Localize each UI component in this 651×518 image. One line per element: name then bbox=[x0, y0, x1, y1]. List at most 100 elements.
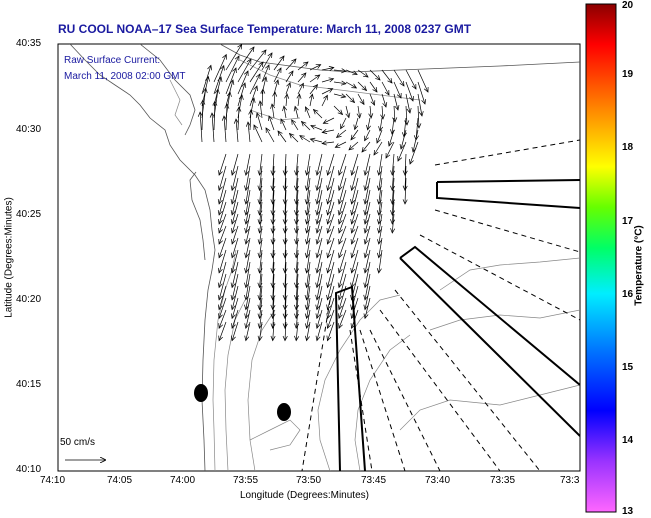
current-vector bbox=[259, 201, 263, 225]
current-vector-head bbox=[217, 294, 223, 301]
current-vector bbox=[295, 213, 299, 234]
current-vector bbox=[393, 93, 399, 111]
current-vector bbox=[277, 130, 287, 143]
current-vector-head bbox=[361, 147, 367, 153]
current-vector-head bbox=[244, 199, 249, 205]
current-vector bbox=[295, 165, 299, 191]
current-vector-head bbox=[326, 304, 332, 311]
current-vector bbox=[283, 106, 287, 119]
current-vector bbox=[285, 82, 291, 95]
current-vector bbox=[231, 201, 239, 225]
current-vector bbox=[316, 321, 323, 341]
current-vector-head bbox=[233, 118, 239, 124]
radar-range-lines bbox=[301, 139, 580, 471]
current-vector-head bbox=[270, 239, 276, 245]
current-vector-head bbox=[246, 58, 252, 65]
current-vector bbox=[321, 88, 333, 95]
current-vector-head bbox=[341, 68, 347, 74]
current-vector-head bbox=[202, 87, 208, 94]
current-vector-head bbox=[376, 267, 382, 274]
current-vector-head bbox=[315, 335, 321, 342]
current-vector-head bbox=[291, 119, 297, 125]
current-vector-head bbox=[378, 126, 384, 132]
current-vector bbox=[378, 165, 383, 191]
buoy-marker-west bbox=[194, 384, 208, 402]
current-vector bbox=[378, 237, 383, 258]
current-vector bbox=[378, 213, 383, 234]
current-vector bbox=[403, 117, 407, 138]
current-vector bbox=[378, 225, 383, 245]
current-vector-head bbox=[244, 170, 250, 176]
current-vector bbox=[310, 138, 323, 143]
current-vector bbox=[333, 105, 343, 115]
current-vector-head bbox=[243, 70, 249, 77]
current-vector-head bbox=[244, 228, 250, 234]
current-vector bbox=[231, 297, 239, 319]
current-vector bbox=[316, 165, 323, 191]
current-vector bbox=[417, 69, 429, 93]
current-vector-head bbox=[218, 238, 224, 245]
current-vector bbox=[231, 249, 239, 273]
current-vector bbox=[400, 129, 407, 150]
current-vector bbox=[271, 103, 275, 119]
current-vector bbox=[218, 153, 227, 176]
current-vector bbox=[218, 297, 227, 319]
current-vector-head bbox=[350, 323, 356, 329]
current-vector bbox=[306, 189, 311, 216]
current-vector bbox=[379, 117, 383, 132]
current-vector bbox=[294, 106, 299, 119]
current-vector-head bbox=[337, 282, 343, 289]
current-vector-head bbox=[350, 210, 356, 216]
current-vector-head bbox=[274, 79, 280, 85]
current-vector-head bbox=[270, 313, 276, 320]
current-vector bbox=[295, 225, 299, 245]
current-vector-head bbox=[205, 75, 210, 82]
current-vector-head bbox=[326, 294, 331, 301]
current-vector-head bbox=[326, 323, 332, 329]
current-vector-head bbox=[231, 228, 236, 234]
current-vector-head bbox=[230, 219, 236, 225]
current-vector bbox=[351, 309, 359, 329]
current-vector bbox=[284, 237, 287, 258]
current-vector bbox=[335, 141, 347, 148]
current-vector-head bbox=[294, 313, 300, 320]
current-vector bbox=[235, 118, 239, 143]
current-vector bbox=[218, 177, 227, 205]
current-vector bbox=[231, 213, 239, 234]
current-vector-head bbox=[270, 335, 276, 342]
current-vector bbox=[345, 69, 358, 75]
current-vector-head bbox=[363, 170, 369, 176]
current-vector-head bbox=[310, 124, 316, 130]
current-vector-head bbox=[288, 132, 295, 139]
current-vector-head bbox=[326, 335, 332, 342]
current-vector-head bbox=[366, 124, 371, 131]
current-vector-head bbox=[241, 82, 247, 88]
current-vector bbox=[259, 297, 263, 319]
current-vector-head bbox=[288, 70, 294, 77]
current-vector-head bbox=[361, 85, 368, 92]
current-vector-head bbox=[270, 268, 276, 274]
bathymetry-contours bbox=[169, 59, 580, 471]
current-vector-head bbox=[282, 282, 288, 289]
current-vector bbox=[245, 285, 251, 310]
current-vector-head bbox=[363, 72, 369, 78]
current-vector bbox=[309, 64, 321, 71]
current-vector bbox=[417, 93, 423, 117]
current-vector bbox=[295, 297, 299, 319]
colorbar-tick: 18 bbox=[622, 142, 634, 153]
current-vector-head bbox=[390, 185, 396, 192]
current-vector-head bbox=[315, 282, 321, 289]
current-vector-head bbox=[255, 112, 261, 118]
current-vector bbox=[306, 165, 311, 191]
current-vector bbox=[295, 189, 299, 215]
current-vector bbox=[333, 69, 346, 72]
current-vector bbox=[351, 285, 359, 310]
current-vector bbox=[322, 129, 335, 133]
current-vector bbox=[338, 261, 347, 288]
current-vector bbox=[369, 105, 372, 118]
colorbar-tick: 19 bbox=[622, 69, 634, 80]
current-vector bbox=[316, 309, 323, 329]
current-vector-head bbox=[222, 53, 227, 60]
current-vector-head bbox=[380, 114, 386, 120]
current-vector-head bbox=[314, 74, 321, 80]
